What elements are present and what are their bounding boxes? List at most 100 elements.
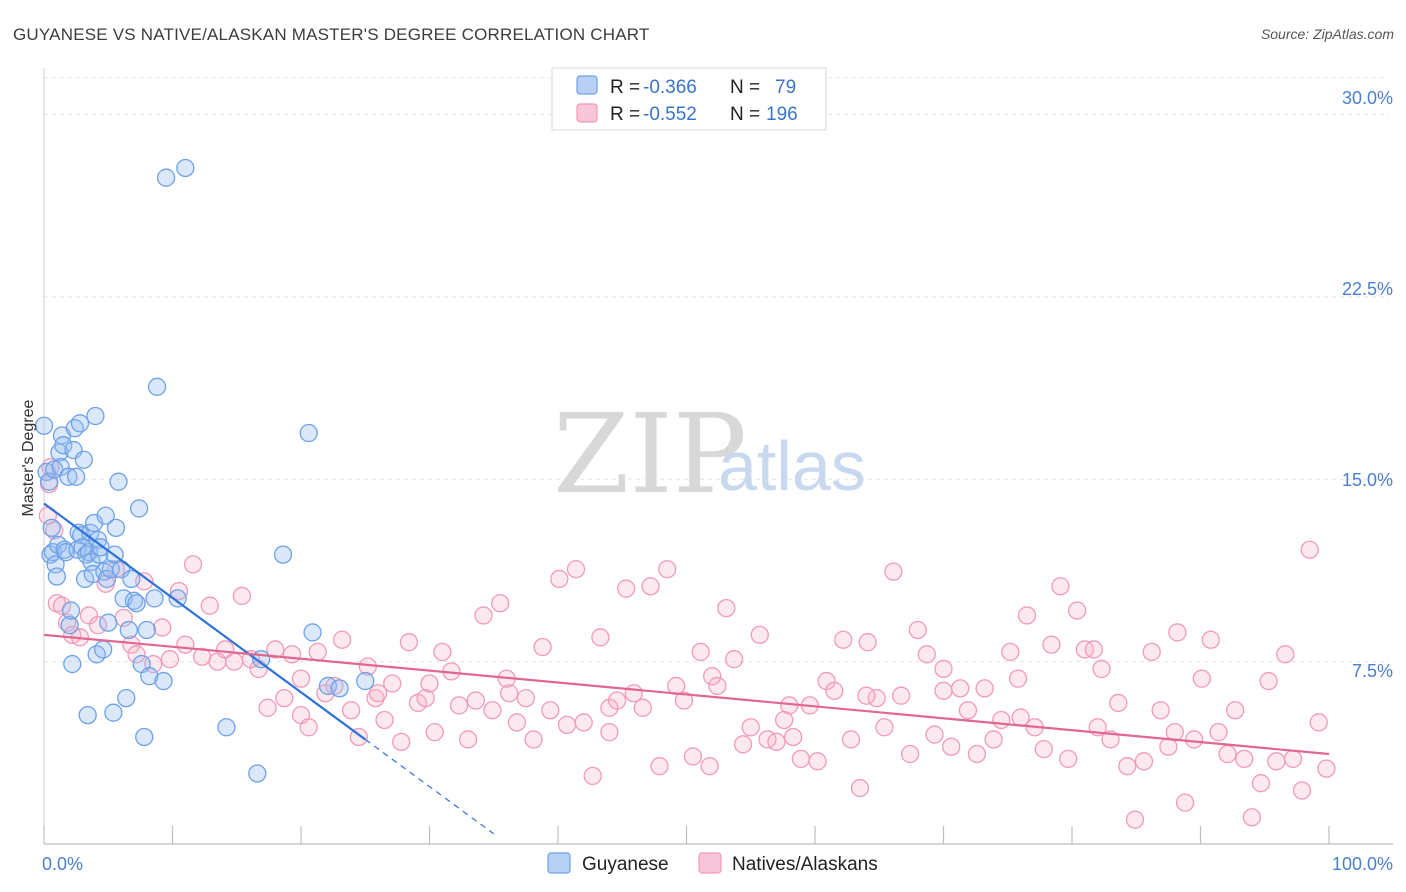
natives-point [1309, 713, 1328, 732]
legend-box: R = -0.366 N = 79 R = -0.552 N = 196 [551, 67, 827, 131]
natives-point [1235, 749, 1254, 769]
natives-point [633, 698, 652, 717]
natives-point [1125, 810, 1145, 829]
natives-point [420, 674, 439, 693]
guyanese-point [119, 620, 138, 640]
axes [43, 68, 1393, 845]
y-tick-label-30: 30.0% [1342, 88, 1393, 108]
natives-point [216, 640, 235, 659]
natives-point [332, 630, 352, 649]
natives-point [808, 752, 827, 771]
guyanese-point [90, 545, 109, 564]
natives-point [1001, 642, 1020, 662]
natives-point [616, 579, 636, 598]
guyanese-point [97, 569, 117, 589]
guyanese-trend-line [43, 502, 366, 741]
natives-point [650, 757, 669, 776]
natives-point [341, 701, 361, 720]
chart-title: GUYANESE VS NATIVE/ALASKAN MASTER'S DEGR… [13, 25, 650, 44]
guyanese-point [47, 567, 66, 586]
natives-point [925, 725, 944, 744]
guyanese-point [42, 518, 61, 538]
chart-source: Source: ZipAtlas.com [1261, 26, 1394, 42]
legend-guyanese-n-label: N = [730, 77, 760, 98]
natives-point [934, 681, 953, 700]
natives-point [607, 691, 627, 710]
guyanese-point [147, 377, 167, 396]
natives-point [700, 757, 719, 776]
guyanese-point [63, 654, 82, 674]
natives-point [1201, 630, 1220, 649]
guyanese-point [176, 158, 195, 178]
natives-point [857, 686, 876, 705]
guyanese-point [168, 589, 187, 608]
natives-point [1192, 669, 1211, 688]
guyanese-point [70, 414, 90, 433]
natives-point [566, 560, 586, 579]
guyanese-point [129, 499, 149, 518]
guyanese-point [140, 667, 159, 686]
natives-point [825, 681, 844, 700]
natives-point [1017, 606, 1037, 625]
natives-point [1134, 752, 1154, 771]
scatter-points [34, 158, 1336, 829]
natives-point [641, 577, 660, 596]
natives-point [574, 713, 593, 732]
grid [44, 77, 1389, 663]
watermark-atlas: atlas [718, 427, 866, 505]
natives-point [176, 635, 195, 654]
natives-point [750, 625, 769, 645]
guyanese-point [34, 416, 54, 435]
bottom-legend-guyanese: Guyanese [582, 854, 669, 875]
guyanese-point [96, 506, 115, 525]
natives-point [368, 684, 388, 703]
natives-point [275, 688, 294, 708]
natives-point [375, 710, 394, 730]
natives-point [1209, 722, 1228, 742]
legend-frame [551, 67, 827, 131]
natives-point [858, 633, 877, 652]
y-tick-label-15: 15.0% [1342, 470, 1393, 490]
guyanese-point [303, 623, 322, 642]
natives-point [1242, 808, 1262, 827]
natives-point [1051, 577, 1070, 596]
guyanese-point [217, 718, 236, 737]
natives-point [1168, 623, 1187, 642]
guyanese-point [56, 543, 75, 562]
legend-swatch-guyanese [576, 75, 598, 95]
guyanese-point [127, 594, 146, 613]
natives-point [900, 744, 920, 764]
guyanese-point [109, 472, 128, 491]
natives-point [934, 659, 953, 679]
natives-point [683, 747, 703, 766]
natives-point [841, 730, 861, 749]
natives-point [183, 555, 203, 574]
natives-point [533, 637, 552, 657]
guyanese-point [106, 518, 126, 538]
natives-point [45, 521, 64, 540]
natives-point [1317, 759, 1336, 778]
natives-point [1259, 671, 1278, 691]
guyanese-point [318, 676, 338, 696]
natives-point [127, 645, 146, 664]
y-tick-label-22-5: 22.5% [1342, 279, 1393, 299]
natives-point [917, 645, 936, 664]
guyanese-point [248, 764, 267, 783]
natives-point [708, 676, 727, 696]
natives-point [691, 642, 710, 662]
natives-point [433, 642, 452, 662]
natives-point [1142, 642, 1161, 662]
natives-point [399, 633, 419, 652]
legend-guyanese-n-value: 79 [775, 77, 796, 98]
natives-point [1151, 701, 1170, 720]
guyanese-point [65, 419, 84, 438]
natives-point [1251, 774, 1271, 793]
guyanese-point [124, 591, 144, 610]
natives-point [366, 688, 385, 708]
natives-point [600, 722, 619, 742]
natives-point [425, 722, 444, 742]
natives-trend-line [43, 633, 1330, 756]
guyanese-point [86, 406, 105, 426]
natives-point [524, 730, 543, 749]
guyanese-point [101, 560, 120, 579]
